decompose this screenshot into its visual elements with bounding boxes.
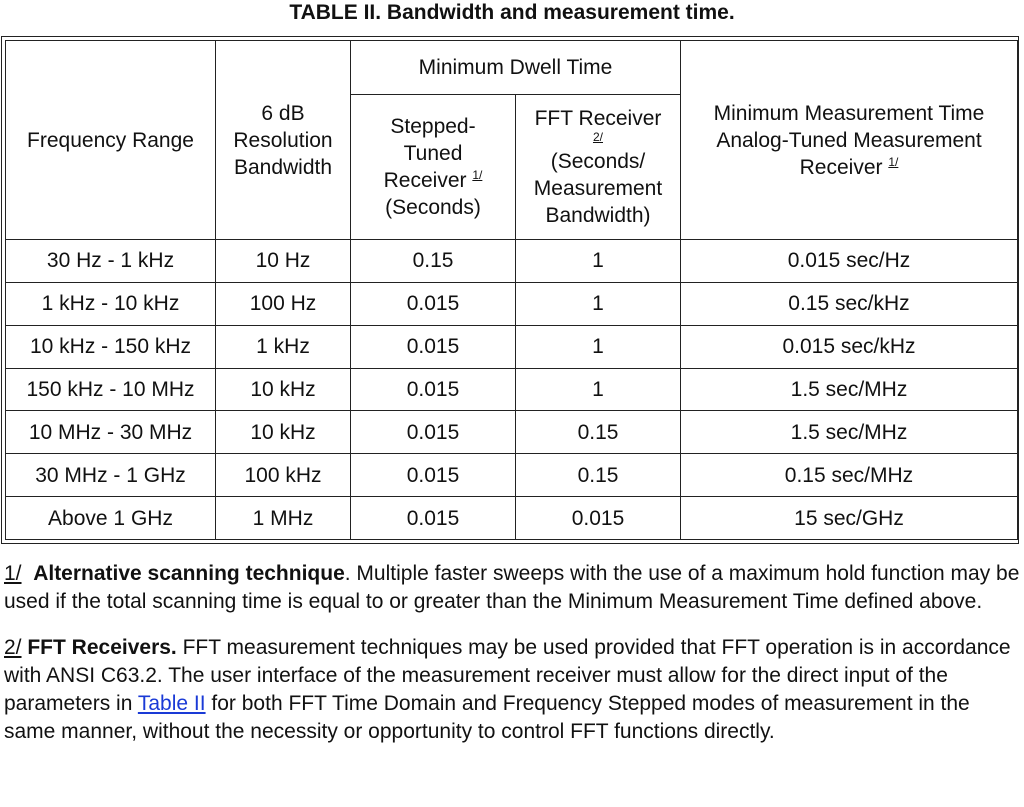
cell-resolution-bandwidth: 10 Hz [215, 239, 351, 283]
cell-resolution-bandwidth: 10 kHz [215, 367, 351, 412]
header-stepped-line2: Tuned [403, 142, 463, 165]
header-frequency-range: Frequency Range [5, 40, 216, 240]
header-fft-footnote-mark: 2/ [592, 130, 603, 144]
cell-fft-receiver: 0.15 [515, 453, 681, 498]
footnote-2-text-before: FFT measurement techniques may be used p… [4, 636, 1011, 715]
header-resolution-bandwidth: 6 dB Resolution Bandwidth [215, 40, 351, 240]
footnote-2-text-after: for both FFT Time Domain and Frequency S… [4, 692, 970, 743]
cell-analog-tuned: 1.5 sec/MHz [680, 410, 1018, 455]
cell-analog-tuned: 0.15 sec/kHz [680, 281, 1018, 326]
header-fft-line2: Measurement [533, 177, 663, 200]
cell-stepped-tuned: 0.015 [350, 367, 516, 412]
cell-frequency-range: 10 kHz - 150 kHz [5, 324, 216, 369]
header-analog-line3: Receiver [799, 155, 883, 179]
cell-resolution-bandwidth: 1 MHz [215, 496, 351, 540]
cell-stepped-tuned: 0.015 [350, 496, 516, 540]
cell-analog-tuned: 0.15 sec/MHz [680, 453, 1018, 498]
header-stepped-footnote-mark: 1/ [472, 168, 483, 182]
header-fft-line3: Bandwidth) [545, 204, 651, 227]
table-row: 150 kHz - 10 MHz 10 kHz 0.015 1 1.5 sec/… [5, 367, 1018, 412]
header-analog-line1: Minimum Measurement Time [713, 101, 985, 125]
cell-frequency-range: 1 kHz - 10 kHz [5, 281, 216, 326]
cell-fft-receiver: 1 [515, 239, 681, 283]
table-row: 30 MHz - 1 GHz 100 kHz 0.015 0.15 0.15 s… [5, 453, 1018, 498]
footnote-1-text: . Multiple faster sweeps with the use of… [4, 562, 1020, 613]
header-stepped-line4: (Seconds) [385, 196, 481, 219]
cell-resolution-bandwidth: 1 kHz [215, 324, 351, 369]
header-resolution-line3: Bandwidth [233, 155, 333, 179]
table-row: 30 Hz - 1 kHz 10 Hz 0.15 1 0.015 sec/Hz [5, 239, 1018, 283]
header-fft-title: FFT Receiver [534, 107, 662, 130]
cell-frequency-range: 150 kHz - 10 MHz [5, 367, 216, 412]
header-stepped-line1: Stepped- [390, 115, 476, 138]
footnote-1: 1/ Alternative scanning technique. Multi… [4, 560, 1020, 616]
table-row: 10 MHz - 30 MHz 10 kHz 0.015 0.15 1.5 se… [5, 410, 1018, 455]
footnote-1-heading: Alternative scanning technique [33, 562, 345, 585]
cell-fft-receiver: 0.15 [515, 410, 681, 455]
footnote-2-heading: FFT Receivers. [27, 636, 177, 659]
bandwidth-table: Frequency Range 6 dB Resolution Bandwidt… [5, 40, 1018, 540]
cell-fft-receiver: 1 [515, 324, 681, 369]
footnote-2: 2/ FFT Receivers. FFT measurement techni… [4, 634, 1020, 746]
cell-stepped-tuned: 0.015 [350, 453, 516, 498]
footnotes: 1/ Alternative scanning technique. Multi… [4, 560, 1020, 764]
cell-stepped-tuned: 0.015 [350, 410, 516, 455]
header-minimum-dwell-time: Minimum Dwell Time [350, 40, 681, 95]
cell-frequency-range: 30 Hz - 1 kHz [5, 239, 216, 283]
header-stepped-tuned: Stepped- Tuned Receiver 1/ (Seconds) [350, 94, 516, 240]
header-resolution-line2: Resolution [233, 128, 333, 152]
cell-frequency-range: Above 1 GHz [5, 496, 216, 540]
cell-stepped-tuned: 0.015 [350, 324, 516, 369]
cell-analog-tuned: 1.5 sec/MHz [680, 367, 1018, 412]
cell-frequency-range: 30 MHz - 1 GHz [5, 453, 216, 498]
header-analog-line2: Analog-Tuned Measurement [716, 128, 982, 152]
cell-stepped-tuned: 0.015 [350, 281, 516, 326]
footnote-1-number: 1/ [4, 562, 22, 585]
cell-analog-tuned: 0.015 sec/kHz [680, 324, 1018, 369]
table-row: Above 1 GHz 1 MHz 0.015 0.015 15 sec/GHz [5, 496, 1018, 540]
header-stepped-line3: Receiver [383, 169, 467, 192]
table-row: 1 kHz - 10 kHz 100 Hz 0.015 1 0.15 sec/k… [5, 281, 1018, 326]
bandwidth-table-frame: Frequency Range 6 dB Resolution Bandwidt… [1, 36, 1019, 544]
cell-analog-tuned: 15 sec/GHz [680, 496, 1018, 540]
header-fft-receiver: FFT Receiver 2/ (Seconds/ Measurement Ba… [515, 94, 681, 240]
table-row: 10 kHz - 150 kHz 1 kHz 0.015 1 0.015 sec… [5, 324, 1018, 369]
cell-resolution-bandwidth: 10 kHz [215, 410, 351, 455]
header-analog-tuned: Minimum Measurement Time Analog-Tuned Me… [680, 40, 1018, 240]
table-ii-link[interactable]: Table II [137, 692, 206, 715]
header-resolution-line1: 6 dB [261, 101, 305, 125]
header-fft-line1: (Seconds/ [550, 150, 646, 173]
cell-resolution-bandwidth: 100 Hz [215, 281, 351, 326]
cell-fft-receiver: 1 [515, 367, 681, 412]
cell-fft-receiver: 0.015 [515, 496, 681, 540]
cell-fft-receiver: 1 [515, 281, 681, 326]
table-title: TABLE II. Bandwidth and measurement time… [289, 1, 735, 24]
header-analog-footnote-mark: 1/ [888, 154, 899, 169]
cell-resolution-bandwidth: 100 kHz [215, 453, 351, 498]
footnote-2-number: 2/ [4, 636, 22, 659]
cell-analog-tuned: 0.015 sec/Hz [680, 239, 1018, 283]
cell-stepped-tuned: 0.15 [350, 239, 516, 283]
cell-frequency-range: 10 MHz - 30 MHz [5, 410, 216, 455]
